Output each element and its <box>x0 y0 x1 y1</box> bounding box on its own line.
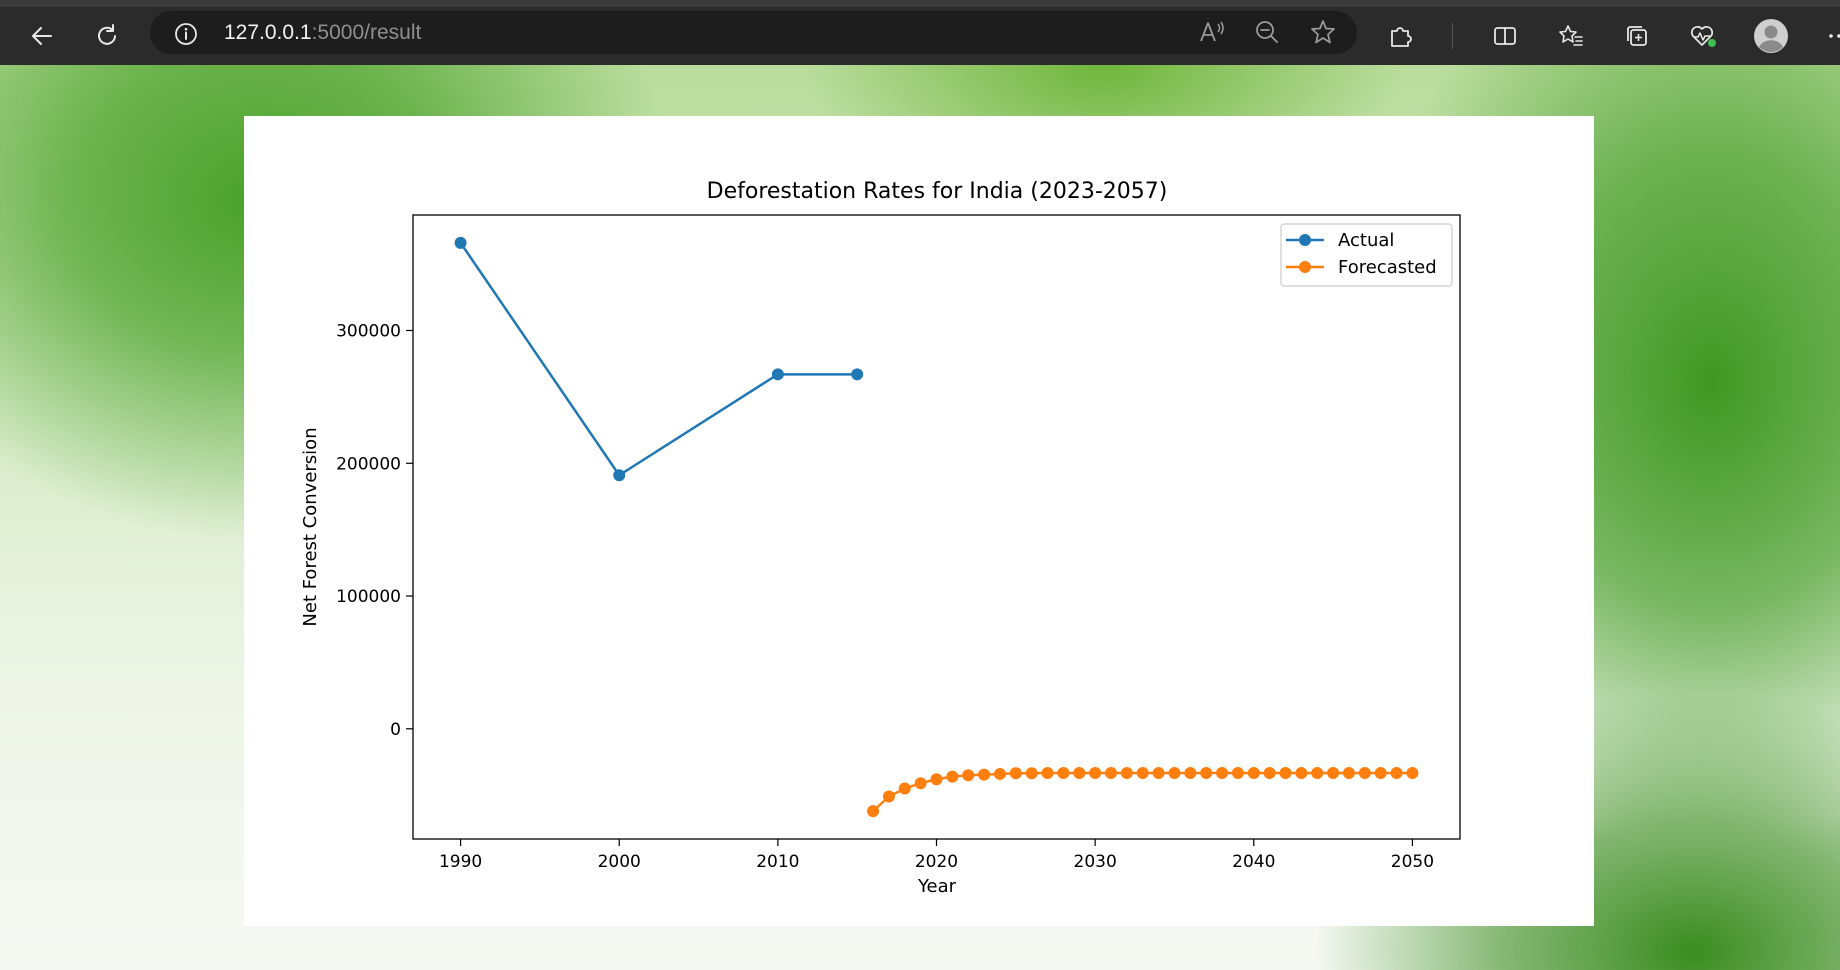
x-tick-label: 2020 <box>915 852 958 872</box>
url-host: 127.0.0.1 <box>224 21 312 44</box>
data-point-actual <box>613 469 626 482</box>
y-tick-label: 300000 <box>336 322 401 342</box>
data-point-forecasted <box>1406 767 1419 780</box>
heart-pulse-icon <box>1690 25 1716 47</box>
legend-marker-forecasted <box>1299 261 1311 273</box>
data-point-forecasted <box>867 805 880 818</box>
data-point-forecasted <box>1342 767 1355 780</box>
data-point-forecasted <box>978 768 991 781</box>
chart-title: Deforestation Rates for India (2023-2057… <box>707 179 1168 204</box>
page-viewport: Deforestation Rates for India (2023-2057… <box>0 65 1840 970</box>
data-point-forecasted <box>1057 767 1070 780</box>
legend: Actual Forecasted <box>1280 223 1453 287</box>
read-aloud-icon[interactable] <box>1193 14 1229 50</box>
extensions-button[interactable] <box>1380 16 1420 56</box>
reload-button[interactable] <box>87 16 127 56</box>
tab-strip <box>0 0 1840 7</box>
forecast-chart: Deforestation Rates for India (2023-2057… <box>300 179 1461 897</box>
data-point-forecasted <box>1105 767 1117 780</box>
data-point-forecasted <box>914 777 927 790</box>
avatar-icon <box>1754 19 1788 53</box>
settings-more-button[interactable] <box>1819 16 1840 56</box>
back-button[interactable] <box>22 16 62 56</box>
arrow-left-icon <box>32 27 52 45</box>
data-point-forecasted <box>993 767 1006 780</box>
y-tick-label: 0 <box>390 720 401 740</box>
data-point-forecasted <box>1295 767 1308 780</box>
data-point-forecasted <box>1216 767 1229 780</box>
plot-frame <box>412 214 1461 840</box>
more-dots-icon <box>1829 34 1840 38</box>
split-screen-button[interactable] <box>1485 16 1525 56</box>
url-path: :5000/result <box>311 21 422 44</box>
data-point-actual <box>851 368 864 381</box>
data-point-forecasted <box>882 790 895 803</box>
toolbar-separator <box>1452 23 1453 49</box>
data-point-forecasted <box>1184 767 1197 780</box>
data-point-forecasted <box>1327 767 1340 780</box>
x-tick-label: 2000 <box>598 852 641 872</box>
data-point-forecasted <box>946 770 959 783</box>
data-point-forecasted <box>1025 767 1038 780</box>
data-point-forecasted <box>1247 767 1260 780</box>
browser-toolbar: 127.0.0.1:5000/result <box>0 7 1840 65</box>
data-point-forecasted <box>1089 767 1102 780</box>
data-point-forecasted <box>1136 767 1149 780</box>
x-tick-label: 2040 <box>1232 852 1275 872</box>
data-point-forecasted <box>1168 767 1181 780</box>
data-point-forecasted <box>1152 767 1165 780</box>
x-tick-label: 2010 <box>756 852 799 872</box>
profile-button[interactable] <box>1749 16 1793 56</box>
data-point-forecasted <box>962 769 975 782</box>
data-point-forecasted <box>1231 767 1244 780</box>
favorites-list-icon <box>1559 25 1583 46</box>
y-tick-label: 100000 <box>336 587 401 607</box>
data-point-forecasted <box>1263 767 1276 780</box>
data-point-forecasted <box>930 773 943 786</box>
data-point-forecasted <box>1200 767 1213 780</box>
y-tick-label: 200000 <box>336 454 401 474</box>
y-axis-label: Net Forest Conversion <box>300 427 321 626</box>
puzzle-icon <box>1391 27 1412 47</box>
x-tick-label: 2030 <box>1074 852 1117 872</box>
x-tick-label: 1990 <box>439 852 482 872</box>
y-axis: 0 100000 200000 300000 <box>336 322 413 740</box>
data-point-forecasted <box>1073 767 1086 780</box>
legend-label-actual: Actual <box>1338 230 1394 251</box>
chart-image: Deforestation Rates for India (2023-2057… <box>244 116 1594 926</box>
series-line-actual <box>459 242 858 477</box>
data-point-forecasted <box>1120 767 1133 780</box>
legend-label-forecasted: Forecasted <box>1338 257 1437 278</box>
split-screen-icon <box>1494 27 1516 45</box>
data-point-forecasted <box>898 782 911 795</box>
collections-icon <box>1627 26 1647 46</box>
info-icon[interactable] <box>174 22 198 46</box>
x-axis-label: Year <box>917 876 957 897</box>
reload-icon <box>98 24 116 45</box>
x-tick-label: 2050 <box>1391 852 1434 872</box>
favorites-button[interactable] <box>1551 16 1591 56</box>
legend-marker-actual <box>1299 234 1311 246</box>
data-point-forecasted <box>1374 767 1387 780</box>
data-point-forecasted <box>1311 767 1324 780</box>
data-point-forecasted <box>1009 767 1022 780</box>
data-point-forecasted <box>1390 767 1403 780</box>
favorite-star-icon[interactable] <box>1305 14 1341 50</box>
x-axis: 1990 2000 2010 2020 2030 2040 2050 <box>439 839 1434 872</box>
data-point-forecasted <box>1279 767 1292 780</box>
data-point-actual <box>454 236 467 249</box>
browser-essentials-button[interactable] <box>1683 16 1723 56</box>
collections-button[interactable] <box>1617 16 1657 56</box>
zoom-out-icon[interactable] <box>1249 14 1285 50</box>
address-bar[interactable]: 127.0.0.1:5000/result <box>150 11 1357 54</box>
url-text[interactable]: 127.0.0.1:5000/result <box>224 11 421 54</box>
series-layer <box>454 236 1419 818</box>
data-point-forecasted <box>1358 767 1371 780</box>
data-point-forecasted <box>1041 767 1054 780</box>
data-point-actual <box>771 368 784 381</box>
